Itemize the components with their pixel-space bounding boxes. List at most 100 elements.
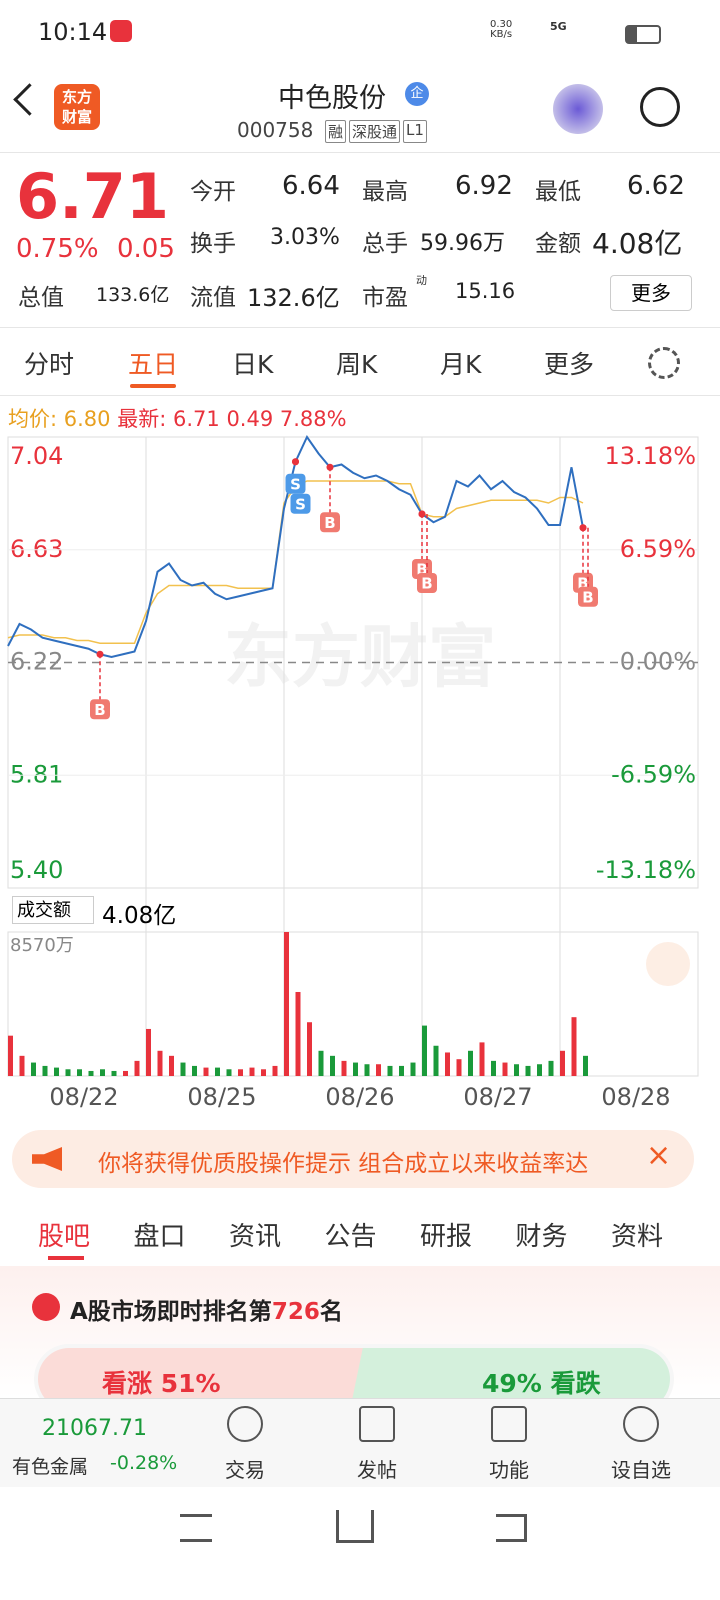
volume-bar [330,1055,335,1076]
pct: 0.75% [16,234,99,264]
close[interactable]: × [646,1138,672,1173]
more-button[interactable]: 更多 [610,275,692,311]
banner[interactable]: 你将获得优质股操作提示 组合成立以来收益率达 × [12,1130,694,1188]
y-tick-label: 5.81 [10,760,63,788]
marker-label: S [295,495,306,513]
nav-icon[interactable] [623,1406,659,1442]
marker-box [285,473,306,494]
volume-bar [318,1050,324,1076]
section-tab[interactable]: 资料 [611,1222,664,1252]
section-tab[interactable]: 研报 [420,1222,473,1252]
nav-label[interactable]: 发帖 [357,1458,397,1482]
volume-bar [54,1067,59,1076]
volume-bar [353,1062,358,1076]
volume-bar [123,1070,128,1076]
nav-icon[interactable] [359,1406,395,1442]
divider [0,395,720,396]
field-value: 6.92 [455,170,513,201]
volume-bar [215,1067,220,1076]
tab-indicator [130,384,176,388]
marker-box [320,512,340,533]
section-indicator [48,1256,84,1260]
marker-box [290,493,311,514]
chart: 东方财富 08/22 08/25 08/26 08/27 08/28 7.04 6.63 6.… [7,435,699,1111]
up-text: 看涨 51% [102,1364,221,1400]
tab[interactable]: 月K [440,350,482,379]
volume-bar [65,1069,71,1076]
expand[interactable] [646,942,690,986]
volume-bar [410,1062,416,1076]
marker-label: S [290,475,301,493]
field-label: 换手 [190,231,236,257]
nav-label[interactable]: 交易 [225,1458,265,1482]
nav-label[interactable]: 功能 [489,1458,529,1482]
marker-label: B [582,588,593,606]
avg-label: 均价: [8,407,58,431]
volume-bar [468,1050,473,1076]
field-label: 今开 [190,179,236,205]
tab[interactable]: 五日 [128,350,179,379]
home-key[interactable] [336,1510,374,1543]
x-tick-label: 08/26 [325,1083,394,1111]
volume-bar [261,1069,266,1076]
tab[interactable]: 日K [232,350,274,379]
field-value: 132.6亿 [247,283,340,312]
volume-bar [514,1064,519,1076]
volume-bar [226,1069,232,1076]
tab[interactable]: 周K [336,350,378,379]
marker-dot [292,458,299,466]
volume-bar [19,1055,25,1076]
y-tick-label: 6.22 [10,648,63,676]
volume-bar [42,1065,48,1076]
nav-icon[interactable] [227,1406,263,1442]
x-tick-label: 08/25 [187,1083,256,1111]
info: 均价: 6.80 最新: 6.71 0.49 7.88% [8,403,347,433]
settings[interactable] [648,347,680,379]
divider [0,327,720,328]
indicator-select[interactable]: 成交额 [12,896,94,924]
volume-bar [169,1055,174,1076]
tab[interactable]: 更多 [544,350,595,379]
volume-bar [583,1055,588,1076]
volume-frame [7,931,699,1077]
volume-total: 4.08亿 [102,903,177,929]
field-value: 6.62 [627,170,685,201]
volume-bar [77,1069,82,1076]
field-value: 3.03% [270,224,340,250]
x-tick-label: 08/22 [49,1083,118,1111]
latest: 6.71 [172,407,220,431]
marker-dot [96,650,104,658]
section-tab[interactable]: 公告 [324,1222,377,1252]
volume-bar [571,1017,577,1076]
volume-bar [88,1070,94,1076]
marker-label: B [416,561,427,579]
volume-bar [376,1064,381,1076]
nav-icon[interactable] [491,1406,527,1442]
info-pct: 7.88% [279,407,347,431]
assistant[interactable] [553,84,603,134]
volume-bar [341,1060,347,1076]
section-tab[interactable]: 盘口 [133,1222,186,1252]
section-tab[interactable]: 资讯 [229,1222,282,1252]
volume-bar [479,1042,485,1076]
search[interactable] [640,87,680,127]
tab[interactable]: 分时 [24,350,75,379]
tags: 融深股通 L1 [325,120,427,143]
volume-bar [272,1065,278,1076]
y2-tick-label: 6.59% [620,535,696,563]
field-sup: 动 [416,274,427,287]
section-tab[interactable]: 股吧 [38,1222,91,1252]
marker-label: B [577,574,588,592]
down-text: 49% 看跌 [482,1364,601,1400]
marker-dot [418,510,426,518]
change: 0.05 [117,234,175,264]
field-label: 总手 [362,231,408,257]
index-pct: -0.28% [110,1452,178,1474]
tag: 融 [325,120,347,143]
nav-label[interactable]: 设自选 [611,1458,671,1482]
marker-dot [326,463,334,471]
volume-bar [100,1069,105,1076]
menu-key[interactable] [180,1514,212,1542]
back-key[interactable] [496,1514,527,1542]
section-tab[interactable]: 财务 [515,1222,568,1252]
